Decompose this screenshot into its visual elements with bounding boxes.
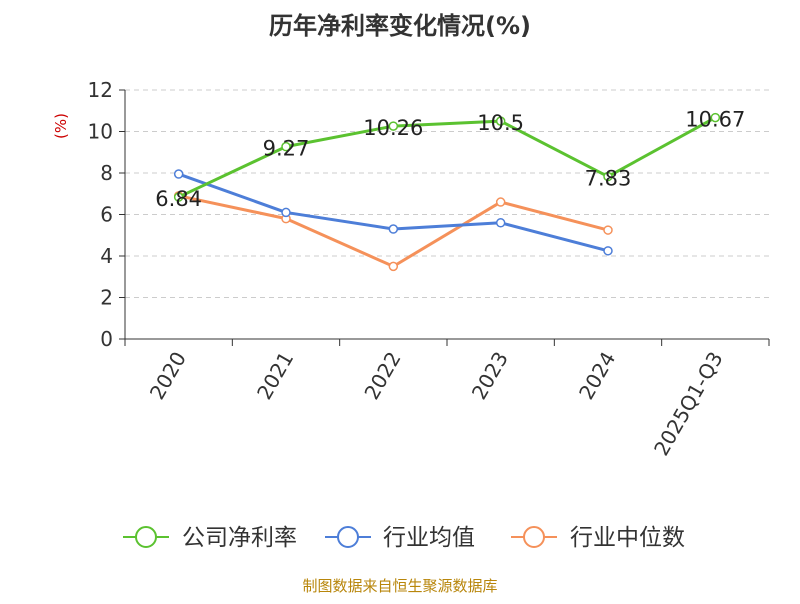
y-axis-label: (%) [52,113,70,139]
data-point [495,218,506,228]
x-tick-label: 2022 [359,348,405,404]
data-point [173,192,184,202]
x-tick-label: 2025Q1-Q3 [649,348,728,460]
y-tick-label: 2 [100,286,113,310]
x-tick-label: 2024 [574,348,620,404]
data-point [173,169,184,179]
series-line [178,116,717,199]
data-label: 7.83 [585,167,632,191]
chart-title: 历年净利率变化情况(%) [269,12,531,40]
y-tick-label: 6 [100,203,113,227]
data-label: 10.67 [685,108,745,132]
y-tick-label: 10 [88,120,113,144]
legend-marker [337,526,359,548]
x-tick-label: 2020 [145,348,191,404]
legend-label: 公司净利率 [182,525,297,551]
data-point [388,224,399,234]
legend-label: 行业均值 [383,525,475,551]
data-point [281,141,291,152]
y-tick-label: 8 [100,161,113,185]
legend-marker [135,526,157,548]
data-point [388,261,399,272]
legend-label: 行业中位数 [570,525,685,551]
data-point [281,207,291,218]
data-point [388,121,399,131]
y-tick-label: 0 [100,327,113,351]
x-tick-label: 2023 [467,347,513,403]
legend-marker [523,526,545,548]
data-source-note: 制图数据来自恒生聚源数据库 [302,577,497,595]
data-point [603,225,613,235]
data-point [603,171,613,182]
y-tick-label: 12 [88,78,113,102]
data-label: 9.27 [263,137,310,161]
legend: 公司净利率 行业均值 行业中位数 [123,525,685,551]
data-point [495,116,506,126]
y-tick-label: 4 [100,244,113,268]
data-label: 10.5 [477,111,524,135]
x-tick-label: 2021 [252,348,298,404]
plot-area: 0 2 4 6 8 10 12 2020 2021 2022 2023 2024 2025Q1-Q3 6.… [88,78,770,460]
data-point [495,197,506,207]
data-label: 6.84 [155,187,202,211]
data-point [710,112,721,123]
data-point [603,246,613,256]
data-label: 10.26 [363,116,423,140]
